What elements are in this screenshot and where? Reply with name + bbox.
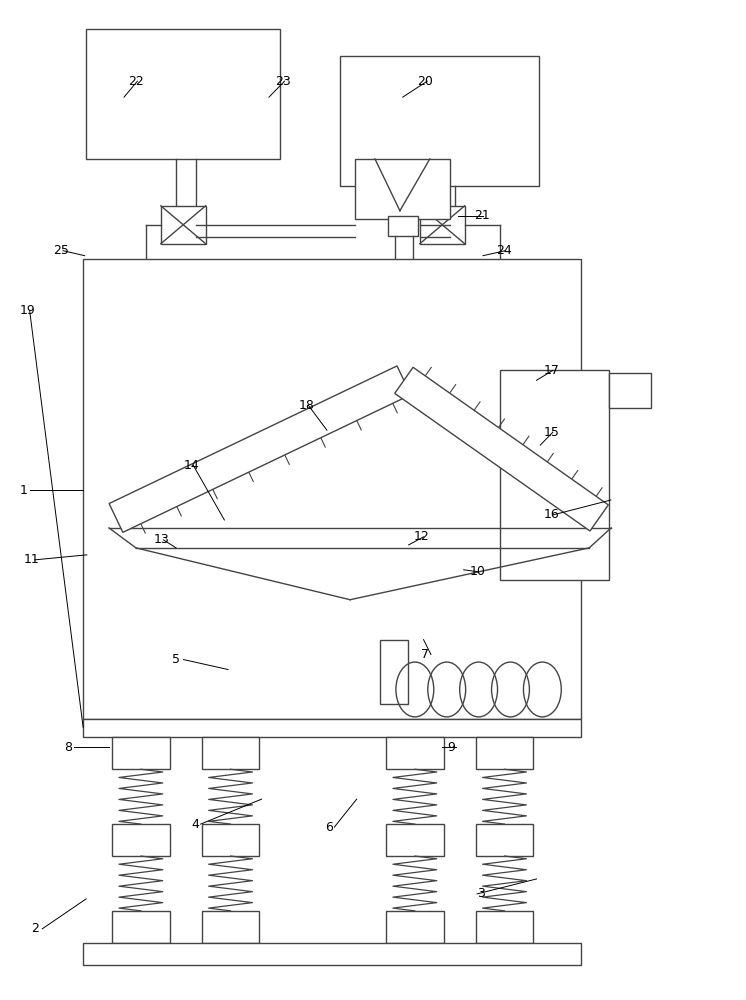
Bar: [83, 719, 581, 737]
Text: 2: 2: [31, 922, 39, 935]
Polygon shape: [109, 366, 411, 532]
Text: 17: 17: [544, 364, 560, 377]
Text: 7: 7: [421, 648, 429, 661]
Bar: [340, 56, 539, 186]
Bar: [86, 29, 280, 159]
Bar: [161, 206, 206, 244]
Text: 3: 3: [477, 887, 485, 900]
Bar: [609, 373, 651, 408]
Bar: [476, 737, 533, 769]
Text: 8: 8: [65, 741, 72, 754]
Polygon shape: [395, 367, 608, 531]
Bar: [83, 259, 581, 719]
Bar: [201, 824, 260, 856]
Text: 23: 23: [275, 75, 291, 88]
Bar: [386, 737, 444, 769]
Text: 9: 9: [448, 741, 455, 754]
Text: 19: 19: [20, 304, 36, 317]
Bar: [201, 737, 260, 769]
Text: 10: 10: [470, 565, 486, 578]
Text: 18: 18: [298, 399, 315, 412]
Text: 13: 13: [154, 533, 169, 546]
Bar: [83, 943, 581, 965]
Text: 4: 4: [191, 818, 198, 831]
Bar: [380, 640, 408, 704]
Bar: [201, 911, 260, 943]
Text: 14: 14: [184, 459, 199, 472]
Bar: [388, 216, 418, 236]
Text: 21: 21: [474, 209, 490, 222]
Text: 22: 22: [128, 75, 143, 88]
Bar: [112, 911, 170, 943]
Bar: [112, 737, 170, 769]
Text: 24: 24: [496, 244, 512, 257]
Bar: [476, 824, 533, 856]
Text: 11: 11: [24, 553, 40, 566]
Text: 1: 1: [20, 484, 28, 497]
Bar: [385, 306, 423, 335]
Text: 12: 12: [414, 530, 430, 543]
Bar: [476, 911, 533, 943]
Bar: [112, 824, 170, 856]
Bar: [386, 911, 444, 943]
Bar: [386, 824, 444, 856]
Bar: [355, 159, 450, 219]
Bar: [500, 370, 609, 580]
Text: 15: 15: [544, 426, 560, 439]
Text: 6: 6: [325, 821, 333, 834]
Text: 20: 20: [418, 75, 433, 88]
Text: 25: 25: [54, 244, 69, 257]
Bar: [420, 206, 465, 244]
Text: 16: 16: [544, 508, 560, 521]
Text: 5: 5: [172, 653, 181, 666]
